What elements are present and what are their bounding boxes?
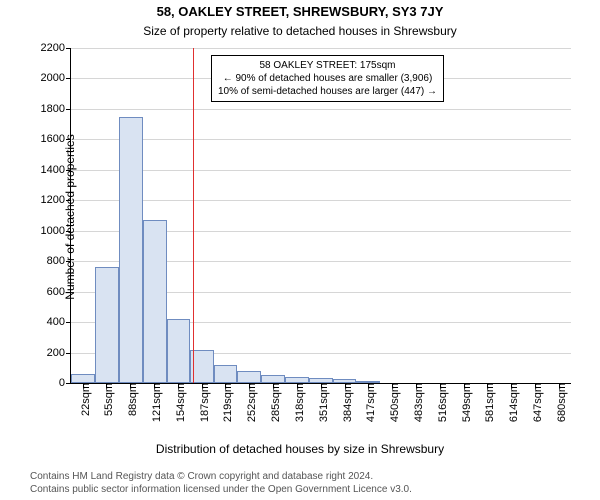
histogram-bar [167, 319, 190, 383]
gridline [71, 139, 571, 140]
xtick-label: 219sqm [216, 383, 234, 422]
histogram-bar [95, 267, 119, 383]
page-subtitle: Size of property relative to detached ho… [0, 24, 600, 38]
footer-attribution: Contains HM Land Registry data © Crown c… [30, 470, 412, 496]
xtick-label: 187sqm [193, 383, 211, 422]
xtick-label: 22sqm [74, 383, 92, 416]
gridline [71, 48, 571, 49]
xtick-label: 88sqm [121, 383, 139, 416]
xtick-label: 581sqm [478, 383, 496, 422]
gridline [71, 109, 571, 110]
histogram-plot: 0200400600800100012001400160018002000220… [70, 48, 571, 384]
histogram-bar [214, 365, 238, 383]
annotation-box: 58 OAKLEY STREET: 175sqm← 90% of detache… [211, 55, 444, 102]
xtick-label: 252sqm [240, 383, 258, 422]
histogram-bar [261, 375, 285, 383]
xtick-label: 483sqm [407, 383, 425, 422]
xtick-label: 121sqm [145, 383, 163, 422]
x-axis-label: Distribution of detached houses by size … [0, 442, 600, 456]
xtick-label: 417sqm [359, 383, 377, 422]
histogram-bar [71, 374, 95, 383]
xtick-label: 55sqm [97, 383, 115, 416]
footer-line-1: Contains HM Land Registry data © Crown c… [30, 470, 412, 483]
ytick-label: 0 [59, 377, 71, 389]
histogram-bar [143, 220, 167, 383]
xtick-label: 318sqm [288, 383, 306, 422]
xtick-label: 154sqm [169, 383, 187, 422]
y-axis-label: Number of detached properties [63, 67, 77, 367]
gridline [71, 170, 571, 171]
xtick-label: 285sqm [264, 383, 282, 422]
xtick-label: 351sqm [312, 383, 330, 422]
annotation-line: ← 90% of detached houses are smaller (3,… [218, 72, 437, 85]
xtick-label: 680sqm [550, 383, 568, 422]
annotation-line: 10% of semi-detached houses are larger (… [218, 85, 437, 98]
ytick-label: 2200 [41, 42, 71, 54]
histogram-bar [119, 117, 143, 383]
xtick-label: 549sqm [455, 383, 473, 422]
xtick-label: 384sqm [336, 383, 354, 422]
xtick-label: 647sqm [526, 383, 544, 422]
xtick-label: 516sqm [431, 383, 449, 422]
page-title: 58, OAKLEY STREET, SHREWSBURY, SY3 7JY [0, 4, 600, 19]
xtick-label: 614sqm [502, 383, 520, 422]
annotation-line: 58 OAKLEY STREET: 175sqm [218, 59, 437, 72]
histogram-bar [237, 371, 261, 383]
reference-line [193, 48, 194, 383]
xtick-label: 450sqm [383, 383, 401, 422]
gridline [71, 200, 571, 201]
footer-line-2: Contains public sector information licen… [30, 483, 412, 496]
